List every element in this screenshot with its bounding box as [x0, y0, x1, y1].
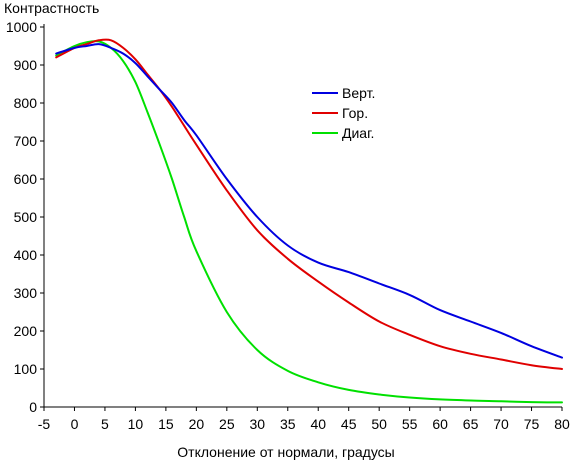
- y-axis-title: Контрастность: [4, 0, 99, 16]
- x-axis-title: Отклонение от нормали, градусы: [177, 444, 394, 460]
- legend-label: Диаг.: [342, 125, 374, 141]
- x-tick-label: 15: [158, 416, 174, 432]
- legend-label: Гор.: [342, 105, 368, 121]
- x-tick-label: 80: [554, 416, 570, 432]
- x-tick-label: 65: [463, 416, 479, 432]
- x-tick-label: 30: [250, 416, 266, 432]
- y-tick-label: 500: [14, 209, 38, 225]
- x-tick-label: 25: [219, 416, 235, 432]
- x-tick-label: 0: [71, 416, 79, 432]
- y-tick-label: 100: [14, 361, 38, 377]
- legend-label: Верт.: [342, 85, 375, 101]
- x-tick-label: 50: [371, 416, 387, 432]
- series-line: [55, 43, 563, 359]
- y-tick-label: 700: [14, 133, 38, 149]
- x-tick-label: 35: [280, 416, 296, 432]
- x-tick-label: 45: [341, 416, 357, 432]
- x-tick-label: 70: [493, 416, 509, 432]
- y-tick-label: 300: [14, 285, 38, 301]
- y-tick-label: 400: [14, 247, 38, 263]
- x-tick-label: 5: [101, 416, 109, 432]
- legend: Верт. Гор. Диаг.: [312, 85, 375, 141]
- x-tick-label: 10: [128, 416, 144, 432]
- x-tick-label: 55: [402, 416, 418, 432]
- y-tick-label: 1000: [6, 19, 37, 35]
- y-tick-label: 0: [29, 399, 37, 415]
- x-tick-label: 20: [189, 416, 205, 432]
- y-tick-label: 600: [14, 171, 38, 187]
- x-tick-label: 60: [432, 416, 448, 432]
- series-line: [55, 40, 563, 404]
- x-tick-label: -5: [38, 416, 51, 432]
- y-tick-label: 200: [14, 323, 38, 339]
- y-tick-label: 800: [14, 95, 38, 111]
- x-tick-label: 40: [310, 416, 326, 432]
- series-line: [55, 38, 563, 370]
- y-tick-label: 900: [14, 57, 38, 73]
- x-tick-label: 75: [524, 416, 540, 432]
